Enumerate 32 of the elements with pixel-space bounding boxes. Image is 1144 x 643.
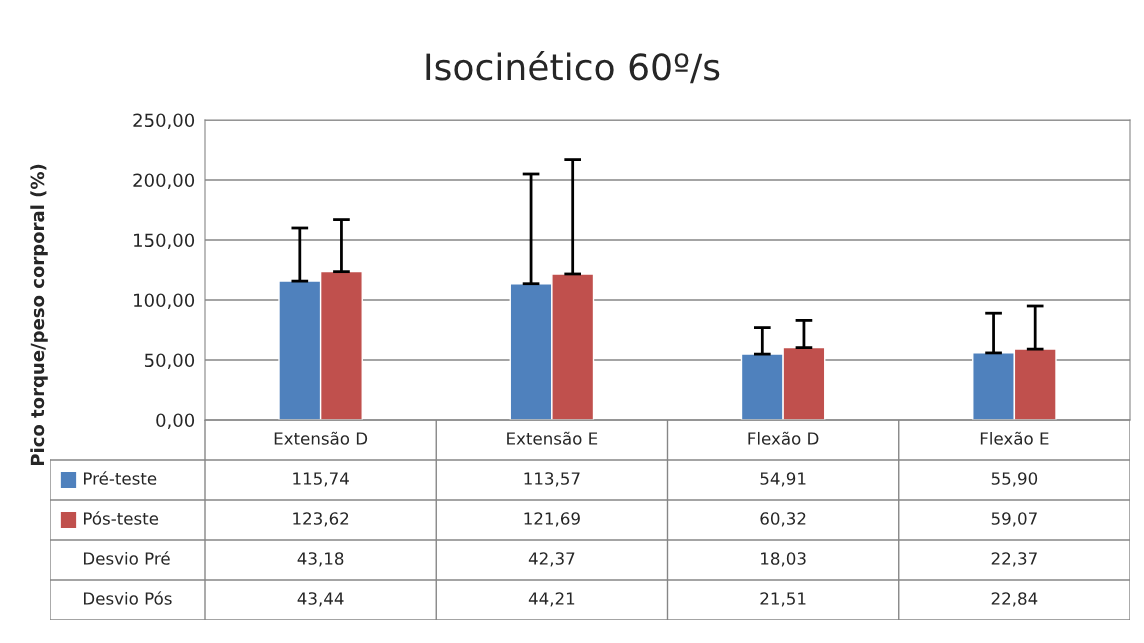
chart-title: Isocinético 60º/s [426,51,720,84]
y-tick-label: 200,00 [133,173,195,189]
data-label: 54,91 [760,472,806,487]
text: 22,84 [991,592,1038,607]
data-label: 123,62 [293,512,349,527]
text: 44,21 [528,592,575,607]
data-label: 59,07 [991,512,1037,527]
y-tick-label: 150,00 [134,233,195,249]
legend-label: Pré-teste [84,471,157,485]
text: Desvio Pós [84,591,172,605]
y-tick-label: 100,00 [134,293,195,309]
data-label: 113,57 [524,472,580,487]
text: 43,18 [297,552,344,567]
y-tick-label: 250,00 [133,113,195,129]
legend-label: Pós-teste [84,511,159,525]
data-label: 121,69 [524,512,580,527]
data-label: 60,32 [760,512,806,527]
x-tick-label: Flexão D [748,431,819,445]
text: 43,44 [297,592,344,607]
text: 22,37 [991,552,1037,567]
text: 21,51 [760,592,806,607]
data-label: 115,74 [293,472,349,487]
x-tick-label: Extensão E [507,431,598,445]
text: 18,03 [761,552,806,567]
x-tick-label: Flexão E [980,431,1049,445]
y-axis-title: Pico torque/peso corporal (%) [30,164,48,466]
y-tick-label: 50,00 [144,353,195,369]
data-label: 55,90 [991,472,1038,487]
text: Desvio Pré [84,551,170,565]
y-tick-label: 0,00 [156,413,195,429]
text: 42,37 [528,552,575,567]
x-tick-label: Extensão D [274,431,368,445]
